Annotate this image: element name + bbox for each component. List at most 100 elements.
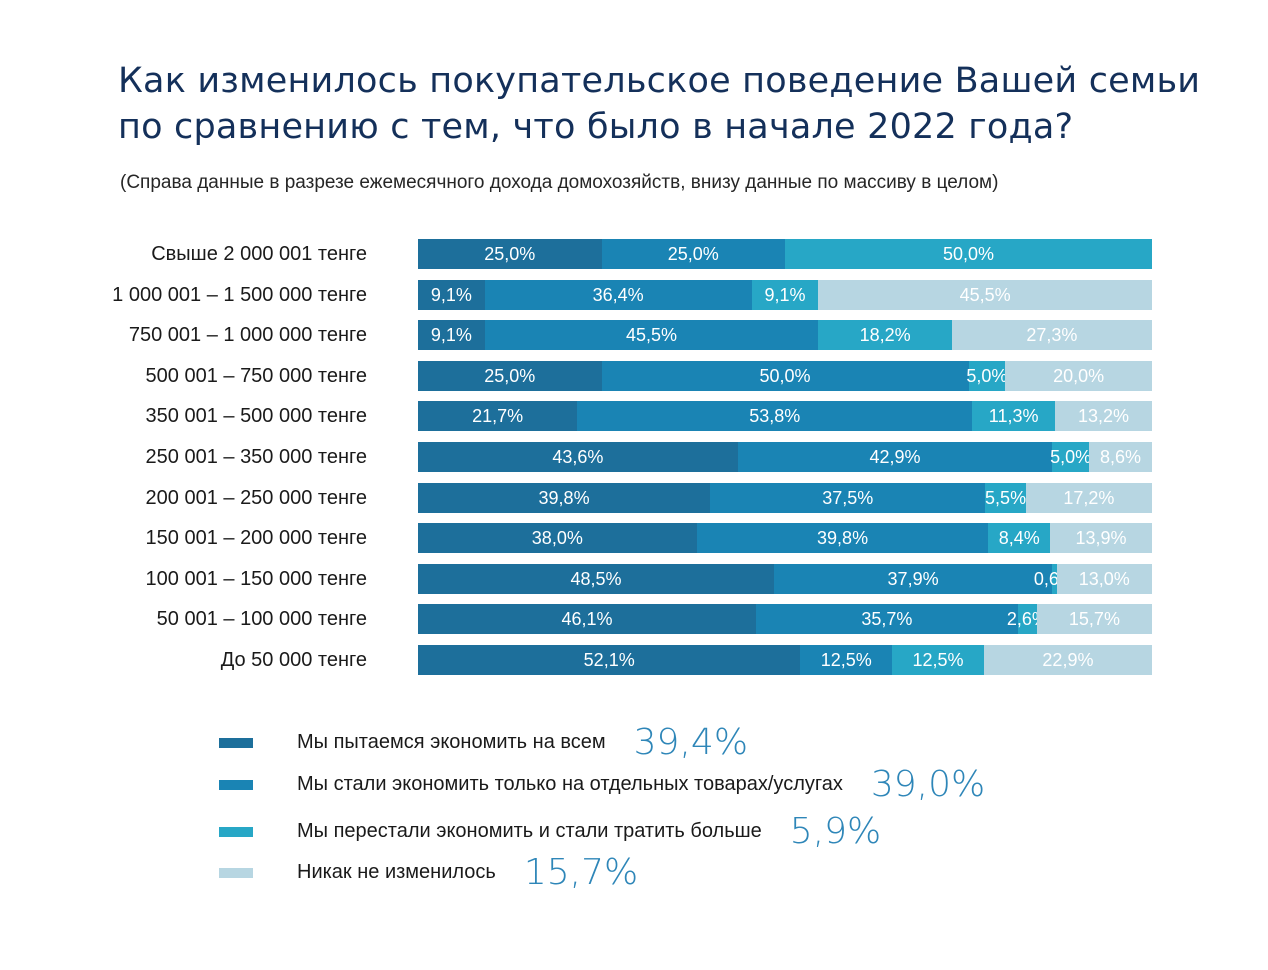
bar-segment	[1025, 483, 1152, 513]
chart-title-line-2: по сравнению с тем, что было в начале 20…	[118, 107, 1074, 147]
data-label: 42,9%	[869, 446, 921, 467]
bar-segment	[737, 442, 1053, 472]
legend-item-stopped-saving: Мы перестали экономить и стали тратить б…	[219, 811, 881, 852]
data-label: 8,6%	[1099, 446, 1141, 467]
data-label: 5,0%	[1050, 446, 1092, 467]
chart-subtitle: (Справа данные в разрезе ежемесячного до…	[120, 172, 999, 193]
chart-title-line-1: Как изменилось покупательское поведение …	[118, 61, 1201, 101]
bar-row: 43,6% 42,9% 5,0% 8,6%	[418, 442, 1152, 472]
chart-title: Как изменилось покупательское поведение …	[118, 58, 1218, 150]
data-label: 45,5%	[626, 324, 678, 345]
data-label: 52,1%	[583, 649, 635, 670]
bar-segment	[1005, 361, 1152, 391]
data-label: 39,8%	[817, 527, 869, 548]
bar-segment	[985, 483, 1026, 513]
legend-item-save-on-some-goods: Мы стали экономить только на отдельных т…	[219, 764, 985, 805]
bar-segment	[1052, 564, 1057, 594]
data-label: 43,6%	[552, 446, 604, 467]
legend-item-save-on-everything: Мы пытаемся экономить на всем 39,4%	[219, 722, 748, 763]
category-label: 750 001 – 1 000 000 тенге	[128, 324, 367, 346]
bar-segment	[601, 361, 969, 391]
data-label: 39,8%	[538, 487, 590, 508]
data-label: 18,2%	[859, 324, 911, 345]
bar-segment	[785, 239, 1152, 269]
category-label: Свыше 2 000 001 тенге	[151, 243, 367, 265]
legend-value: 39,0%	[870, 764, 986, 805]
bar-segment	[418, 361, 602, 391]
data-label: 15,7%	[1068, 608, 1120, 629]
bar-segment	[1036, 604, 1152, 634]
data-label: 53,8%	[749, 405, 801, 426]
bar-row: 25,0% 25,0% 50,0%	[418, 239, 1152, 269]
category-label: 250 001 – 350 000 тенге	[145, 446, 367, 468]
bar-segment	[484, 320, 819, 350]
bar-segment	[1017, 604, 1037, 634]
bar-segment	[1050, 523, 1152, 553]
bar-segment	[1088, 442, 1152, 472]
legend-swatch	[219, 737, 253, 748]
data-label: 50,0%	[759, 365, 811, 386]
bar-segment	[601, 239, 785, 269]
bar-segment	[988, 523, 1051, 553]
bar-segment	[696, 523, 989, 553]
data-label: 21,7%	[472, 405, 524, 426]
legend-swatch	[219, 867, 253, 878]
data-label: 48,5%	[570, 568, 622, 589]
legend-label: Мы перестали экономить и стали тратить б…	[297, 820, 762, 842]
bar-segment	[773, 564, 1053, 594]
bar-segment	[418, 483, 711, 513]
legend-label: Мы пытаемся экономить на всем	[297, 731, 606, 753]
legend-swatch	[219, 826, 253, 837]
bar-segment	[418, 523, 697, 553]
bar-segment	[968, 361, 1006, 391]
data-label: 9,1%	[430, 284, 472, 305]
bar-segment	[418, 645, 801, 675]
data-label: 37,9%	[887, 568, 939, 589]
bar-segment	[756, 604, 1018, 634]
data-label: 9,1%	[430, 324, 472, 345]
data-label: 37,5%	[822, 487, 874, 508]
legend-value: 5,9%	[789, 811, 882, 852]
data-label: 13,2%	[1078, 405, 1130, 426]
bar-row: 39,8% 37,5% 5,5% 17,2%	[418, 483, 1152, 513]
category-label: 1 000 001 – 1 500 000 тенге	[112, 284, 367, 306]
bar-segment	[418, 564, 774, 594]
data-label: 13,9%	[1075, 527, 1127, 548]
bar-segment	[418, 280, 485, 310]
bar-row: 38,0% 39,8% 8,4% 13,9%	[418, 523, 1152, 553]
bar-row: 9,1% 36,4% 9,1% 45,5%	[418, 280, 1152, 310]
bar-segment	[818, 280, 1152, 310]
category-label: 150 001 – 200 000 тенге	[145, 527, 367, 549]
data-label: 36,4%	[592, 284, 644, 305]
legend-value: 15,7%	[523, 852, 639, 893]
bar-row: 46,1% 35,7% 2,6% 15,7%	[418, 604, 1152, 634]
data-label: 12,5%	[912, 649, 964, 670]
bar-row: 21,7% 53,8% 11,3% 13,2%	[418, 401, 1152, 431]
data-label: 38,0%	[531, 527, 583, 548]
bar-segment	[972, 401, 1056, 431]
bar-segment	[983, 645, 1152, 675]
legend-value: 39,4%	[633, 722, 749, 763]
bar-row: 25,0% 50,0% 5,0% 20,0%	[418, 361, 1152, 391]
bar-segment	[418, 401, 578, 431]
bar-segment	[710, 483, 986, 513]
data-label: 46,1%	[561, 608, 613, 629]
bar-segment	[1052, 442, 1089, 472]
bar-segment	[800, 645, 893, 675]
data-label: 22,9%	[1042, 649, 1094, 670]
bar-segment	[484, 280, 752, 310]
data-label: 9,1%	[764, 284, 806, 305]
bar-row: 9,1% 45,5% 18,2% 27,3%	[418, 320, 1152, 350]
data-label: 45,5%	[959, 284, 1011, 305]
data-label: 12,5%	[820, 649, 872, 670]
legend-item-no-change: Никак не изменилось 15,7%	[219, 852, 638, 893]
bar-row: 48,5% 37,9% 0,6% 13,0%	[418, 564, 1152, 594]
category-label: 100 001 – 150 000 тенге	[145, 568, 367, 590]
legend-swatch	[219, 779, 253, 790]
bar-segment	[892, 645, 984, 675]
data-label: 13,0%	[1078, 568, 1130, 589]
bar-segment	[818, 320, 952, 350]
category-label: 200 001 – 250 000 тенге	[145, 487, 367, 509]
data-label: 5,5%	[985, 487, 1027, 508]
data-label: 35,7%	[861, 608, 913, 629]
